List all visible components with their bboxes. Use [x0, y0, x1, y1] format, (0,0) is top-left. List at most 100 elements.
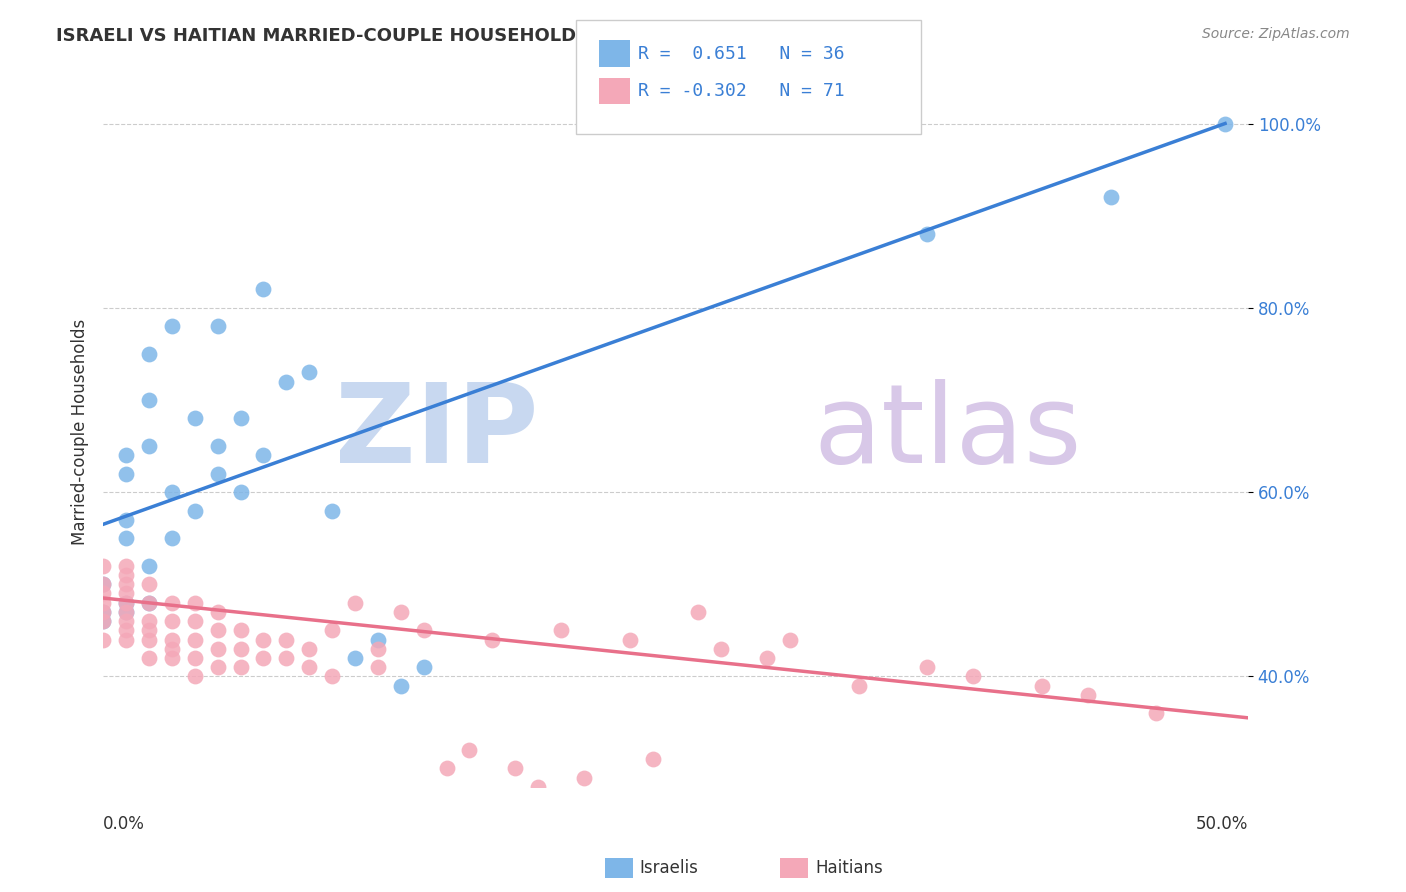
Point — [138, 558, 160, 573]
Point — [917, 227, 939, 241]
Point — [207, 319, 229, 334]
Point — [207, 660, 229, 674]
Point — [183, 669, 205, 683]
Text: 0.0%: 0.0% — [103, 815, 145, 833]
Point — [91, 605, 114, 619]
Point — [160, 651, 183, 665]
Point — [183, 614, 205, 628]
Point — [252, 651, 274, 665]
Point — [138, 596, 160, 610]
Point — [115, 586, 138, 600]
Point — [138, 632, 160, 647]
Point — [276, 375, 298, 389]
Point — [756, 651, 779, 665]
Point — [229, 485, 252, 500]
Text: Haitians: Haitians — [815, 859, 883, 877]
Point — [503, 762, 526, 776]
Point — [1031, 679, 1053, 693]
Point — [138, 577, 160, 591]
Point — [321, 669, 343, 683]
Point — [527, 780, 550, 794]
Point — [550, 624, 572, 638]
Point — [252, 282, 274, 296]
Point — [138, 651, 160, 665]
Point — [343, 596, 366, 610]
Point — [298, 641, 321, 656]
Text: R =  0.651   N = 36: R = 0.651 N = 36 — [638, 45, 845, 62]
Point — [115, 614, 138, 628]
Point — [298, 365, 321, 379]
Point — [91, 558, 114, 573]
Point — [160, 485, 183, 500]
Point — [367, 641, 389, 656]
Point — [276, 632, 298, 647]
Point — [481, 632, 503, 647]
Point — [183, 632, 205, 647]
Point — [91, 577, 114, 591]
Point — [962, 669, 984, 683]
Text: Israelis: Israelis — [640, 859, 699, 877]
Point — [619, 632, 641, 647]
Text: 50.0%: 50.0% — [1195, 815, 1249, 833]
Point — [115, 596, 138, 610]
Point — [367, 632, 389, 647]
Point — [160, 614, 183, 628]
Point — [389, 679, 412, 693]
Point — [389, 605, 412, 619]
Point — [115, 605, 138, 619]
Point — [138, 614, 160, 628]
Point — [138, 392, 160, 407]
Point — [160, 596, 183, 610]
Point — [572, 771, 595, 785]
Point — [1099, 190, 1122, 204]
Point — [1077, 688, 1099, 702]
Point — [848, 679, 870, 693]
Point — [207, 439, 229, 453]
Point — [91, 605, 114, 619]
Point — [298, 660, 321, 674]
Point — [115, 513, 138, 527]
Point — [458, 743, 481, 757]
Point — [115, 568, 138, 582]
Point — [917, 660, 939, 674]
Point — [160, 641, 183, 656]
Point — [138, 624, 160, 638]
Point — [710, 641, 733, 656]
Point — [115, 596, 138, 610]
Point — [160, 632, 183, 647]
Point — [115, 632, 138, 647]
Point — [183, 503, 205, 517]
Point — [91, 577, 114, 591]
Point — [367, 660, 389, 674]
Point — [91, 632, 114, 647]
Point — [229, 624, 252, 638]
Text: ZIP: ZIP — [335, 379, 538, 485]
Point — [183, 411, 205, 425]
Point — [688, 605, 710, 619]
Point — [276, 651, 298, 665]
Point — [91, 596, 114, 610]
Text: atlas: atlas — [813, 379, 1081, 485]
Point — [207, 624, 229, 638]
Point — [115, 531, 138, 545]
Point — [207, 605, 229, 619]
Point — [207, 467, 229, 481]
Y-axis label: Married-couple Households: Married-couple Households — [72, 319, 89, 545]
Point — [160, 319, 183, 334]
Point — [183, 651, 205, 665]
Point — [115, 467, 138, 481]
Text: ISRAELI VS HAITIAN MARRIED-COUPLE HOUSEHOLDS CORRELATION CHART: ISRAELI VS HAITIAN MARRIED-COUPLE HOUSEH… — [56, 27, 811, 45]
Point — [91, 614, 114, 628]
Point — [115, 624, 138, 638]
Point — [343, 651, 366, 665]
Point — [91, 586, 114, 600]
Point — [412, 624, 434, 638]
Point — [321, 503, 343, 517]
Point — [641, 752, 664, 766]
Point — [138, 439, 160, 453]
Point — [252, 632, 274, 647]
Point — [412, 660, 434, 674]
Point — [115, 605, 138, 619]
Point — [436, 762, 458, 776]
Text: R = -0.302   N = 71: R = -0.302 N = 71 — [638, 82, 845, 100]
